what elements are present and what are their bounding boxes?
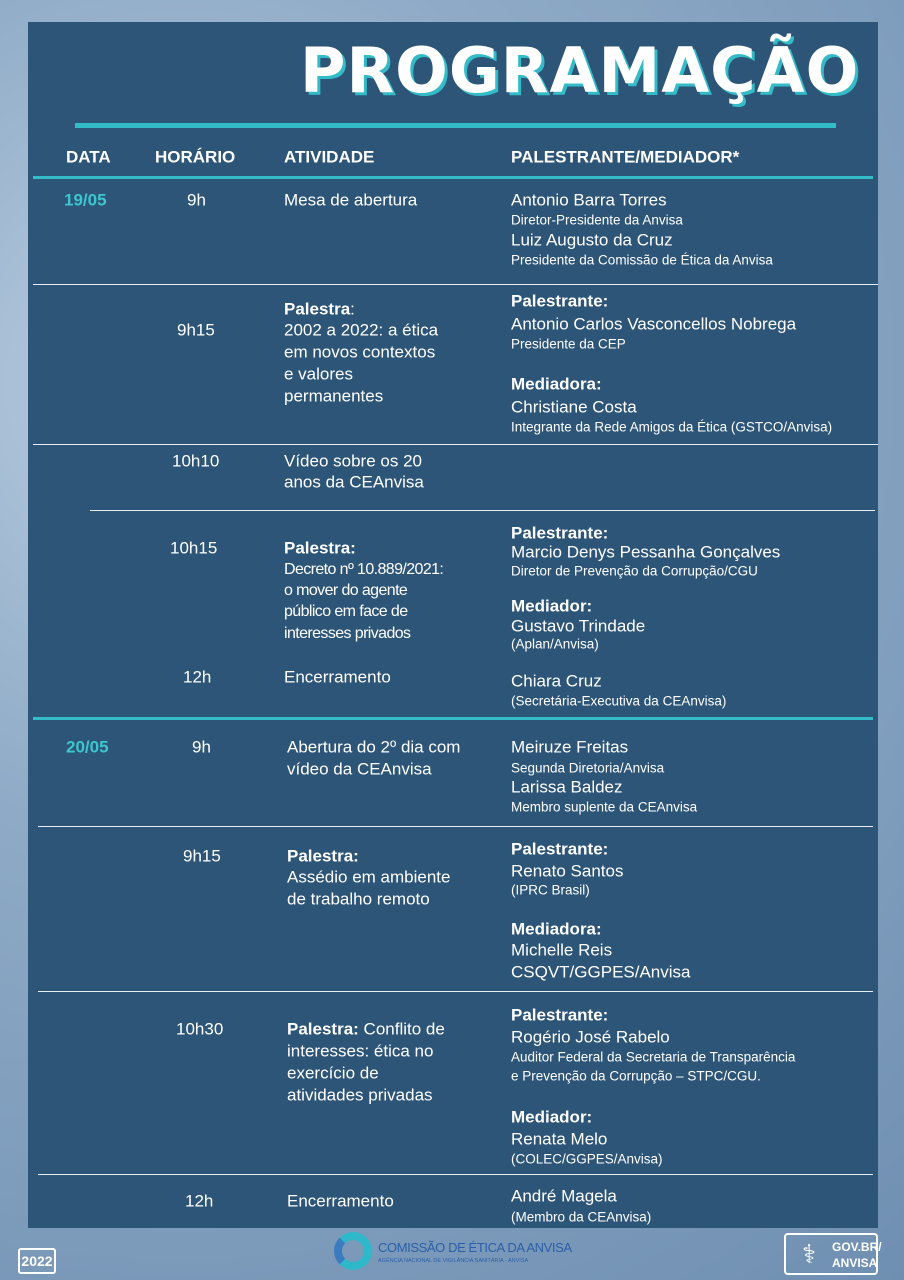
activity: Encerramento: [287, 1191, 394, 1211]
time: 9h: [187, 190, 206, 210]
mediator-label: Mediadora:: [511, 919, 602, 939]
anvisa-symbol-icon: ⚕: [801, 1239, 817, 1269]
speaker-name: Antonio Barra Torres: [511, 190, 667, 210]
row-divider: [38, 1174, 873, 1175]
activity-label: Palestra:: [284, 299, 355, 319]
speaker-role: Auditor Federal da Secretaria de Transpa…: [511, 1049, 796, 1065]
activity: Mesa de abertura: [284, 190, 418, 210]
speaker-name: Chiara Cruz: [511, 671, 602, 691]
speaker-label: Palestrante:: [511, 523, 609, 543]
header-divider: [33, 176, 873, 179]
mediator-role: (Aplan/Anvisa): [511, 636, 599, 652]
logo-title: COMISSÃO DE ÉTICA DA ANVISA: [378, 1240, 572, 1255]
activity: e valores: [284, 364, 353, 384]
day-divider: [33, 717, 873, 720]
row-divider: [90, 510, 875, 511]
mediator-name: Christiane Costa: [511, 397, 637, 417]
activity: o mover do agente: [284, 582, 408, 599]
page-title: PROGRAMAÇÃO: [300, 34, 860, 107]
speaker-name: Marcio Denys Pessanha Gonçalves: [511, 542, 781, 562]
activity: Vídeo sobre os 20: [284, 451, 422, 471]
header-speaker: PALESTRANTE/MEDIADOR*: [511, 147, 740, 167]
activity: interesses privados: [284, 625, 411, 642]
speaker-role: Membro suplente da CEAnvisa: [511, 799, 698, 815]
mediator-name: Gustavo Trindade: [511, 616, 646, 636]
speaker-role: Segunda Diretoria/Anvisa: [511, 760, 665, 776]
activity: Encerramento: [284, 667, 391, 687]
activity-label: Palestra:: [284, 538, 356, 558]
speaker-role: (Secretária-Executiva da CEAnvisa): [511, 693, 727, 709]
speaker-name: Antonio Carlos Vasconcellos Nobrega: [511, 314, 797, 334]
mediator-label: Mediador:: [511, 1107, 593, 1127]
govbr-text: GOV.BR/: [832, 1240, 882, 1254]
time: 10h10: [172, 451, 220, 471]
speaker-name: Rogério José Rabelo: [511, 1027, 670, 1047]
ring-logo-icon: [334, 1232, 372, 1270]
title-underline: [75, 123, 836, 128]
speaker-role: (IPRC Brasil): [511, 882, 590, 898]
speaker-role: Diretor de Prevenção da Corrupção/CGU: [511, 563, 758, 579]
year-badge: 2022: [18, 1248, 56, 1274]
mediator-role: Integrante da Rede Amigos da Ética (GSTC…: [511, 419, 833, 435]
speaker-role: (Membro da CEAnvisa): [511, 1209, 652, 1225]
speaker-label: Palestrante:: [511, 1005, 609, 1025]
anvisa-text: ANVISA: [832, 1256, 878, 1270]
row-divider: [33, 444, 878, 445]
time: 9h15: [183, 846, 221, 866]
row-divider: [38, 826, 873, 827]
time: 9h15: [177, 320, 215, 340]
activity: público em face de: [284, 603, 408, 620]
govbr-anvisa-logo: ⚕ GOV.BR/ ANVISA: [784, 1233, 882, 1275]
activity: interesses: ética no: [287, 1041, 434, 1061]
activity: em novos contextos: [284, 342, 436, 362]
mediator-role: (COLEC/GGPES/Anvisa): [511, 1151, 663, 1167]
activity: permanentes: [284, 386, 384, 406]
activity: anos da CEAnvisa: [284, 472, 424, 492]
activity-label: Palestra: Conflito de: [287, 1019, 445, 1039]
header-activity: ATIVIDADE: [284, 147, 375, 167]
activity: Decreto nº 10.889/2021:: [284, 561, 444, 578]
speaker-role: Diretor-Presidente da Anvisa: [511, 212, 683, 228]
mediator-role: CSQVT/GGPES/Anvisa: [511, 962, 691, 982]
schedule-panel: [28, 22, 878, 1228]
time: 12h: [185, 1191, 214, 1211]
time: 9h: [192, 737, 211, 757]
header-date: DATA: [66, 147, 111, 167]
speaker-name: Luiz Augusto da Cruz: [511, 230, 673, 250]
speaker-role: Presidente da Comissão de Ética da Anvis…: [511, 252, 773, 268]
speaker-name: Meiruze Freitas: [511, 737, 629, 757]
mediator-label: Mediadora:: [511, 374, 602, 394]
activity: Assédio em ambiente: [287, 867, 451, 887]
activity: vídeo da CEAnvisa: [287, 759, 432, 779]
comissao-logo: COMISSÃO DE ÉTICA DA ANVISA AGÊNCIA NACI…: [334, 1232, 572, 1270]
activity: de trabalho remoto: [287, 889, 430, 909]
time: 12h: [183, 667, 212, 687]
mediator-name: Renata Melo: [511, 1129, 608, 1149]
time: 10h30: [176, 1019, 224, 1039]
activity: 2002 a 2022: a ética: [284, 320, 439, 340]
activity: exercício de: [287, 1063, 379, 1083]
speaker-role: Presidente da CEP: [511, 336, 626, 352]
row-divider: [33, 284, 878, 285]
speaker-name: Renato Santos: [511, 861, 624, 881]
speaker-label: Palestrante:: [511, 839, 609, 859]
date-day2: 20/05: [66, 737, 109, 757]
speaker-name: Larissa Baldez: [511, 777, 623, 797]
speaker-role: e Prevenção da Corrupção – STPC/CGU.: [511, 1068, 761, 1084]
row-divider: [38, 991, 873, 992]
activity: Abertura do 2º dia com: [287, 737, 461, 757]
mediator-label: Mediador:: [511, 596, 593, 616]
activity: atividades privadas: [287, 1085, 433, 1105]
mediator-name: Michelle Reis: [511, 940, 613, 960]
speaker-name: André Magela: [511, 1186, 617, 1206]
activity-label: Palestra:: [287, 846, 359, 866]
time: 10h15: [170, 538, 218, 558]
header-time: HORÁRIO: [155, 147, 236, 167]
speaker-label: Palestrante:: [511, 291, 609, 311]
logo-subtitle: AGÊNCIA NACIONAL DE VIGILÂNCIA SANITÁRIA…: [378, 1258, 529, 1264]
date-day1: 19/05: [64, 190, 107, 210]
